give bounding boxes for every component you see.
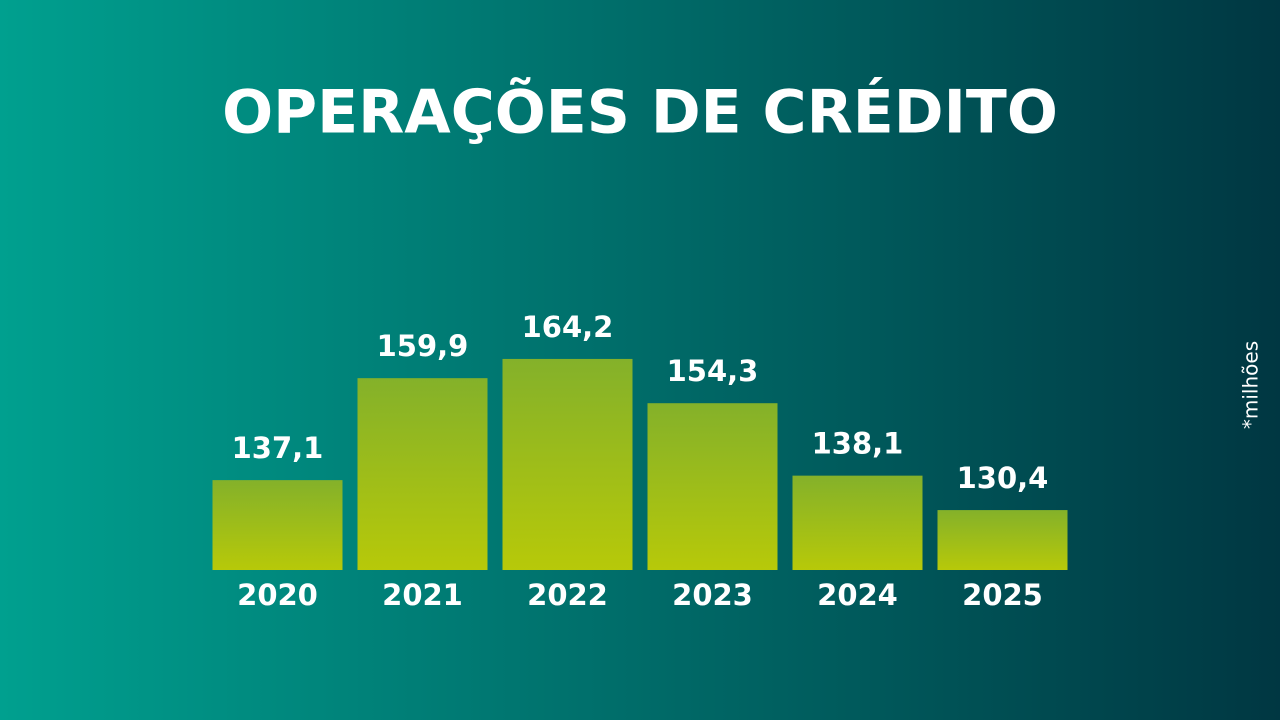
- bar: [647, 403, 778, 570]
- x-tick-label: 2023: [672, 578, 753, 612]
- value-label: 159,9: [377, 329, 469, 363]
- chart-title: OPERAÇÕES DE CRÉDITO: [222, 76, 1058, 148]
- value-label: 137,1: [232, 431, 324, 465]
- value-label: 164,2: [522, 310, 614, 344]
- value-label: 138,1: [812, 427, 904, 461]
- bar: [357, 378, 488, 570]
- unit-note: *milhões: [1239, 341, 1263, 429]
- value-label: 154,3: [667, 354, 759, 388]
- x-tick-label: 2025: [962, 578, 1043, 612]
- x-tick-label: 2021: [382, 578, 463, 612]
- bar: [502, 358, 633, 570]
- x-tick-label: 2020: [237, 578, 318, 612]
- x-tick-label: 2024: [817, 578, 898, 612]
- bar: [212, 480, 343, 570]
- value-label: 130,4: [957, 461, 1049, 495]
- bar: [937, 510, 1068, 570]
- x-tick-label: 2022: [527, 578, 608, 612]
- bar: [792, 475, 923, 570]
